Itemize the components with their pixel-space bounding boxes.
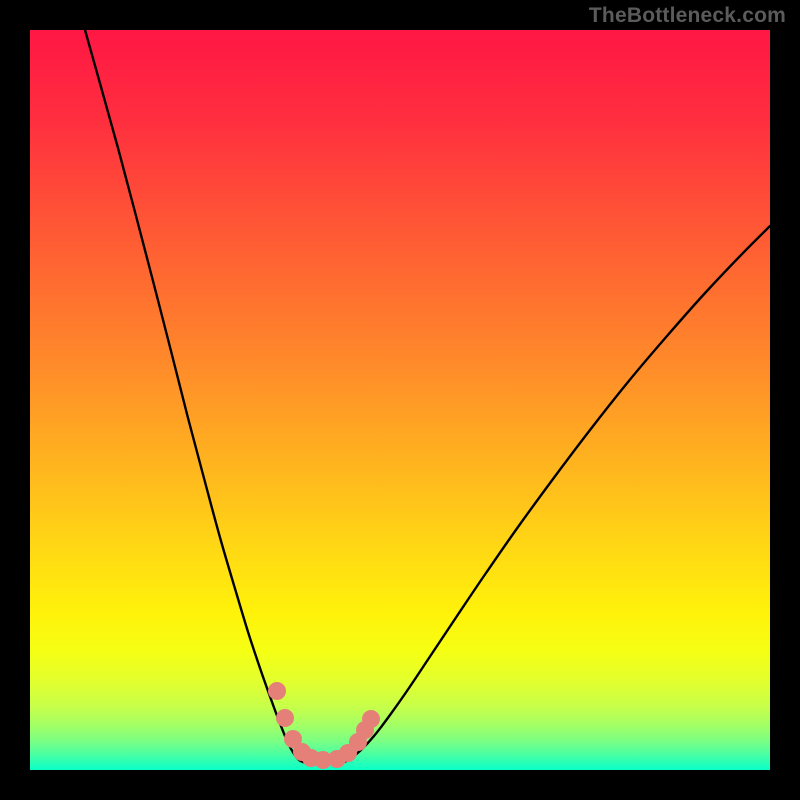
curve-left	[85, 30, 303, 762]
chart-svg	[30, 30, 770, 770]
plot-area	[30, 30, 770, 770]
marker-dot	[362, 710, 380, 728]
marker-dot	[276, 709, 294, 727]
markers-group	[268, 682, 380, 769]
curve-right	[344, 226, 770, 762]
marker-dot	[268, 682, 286, 700]
watermark-text: TheBottleneck.com	[589, 4, 786, 28]
